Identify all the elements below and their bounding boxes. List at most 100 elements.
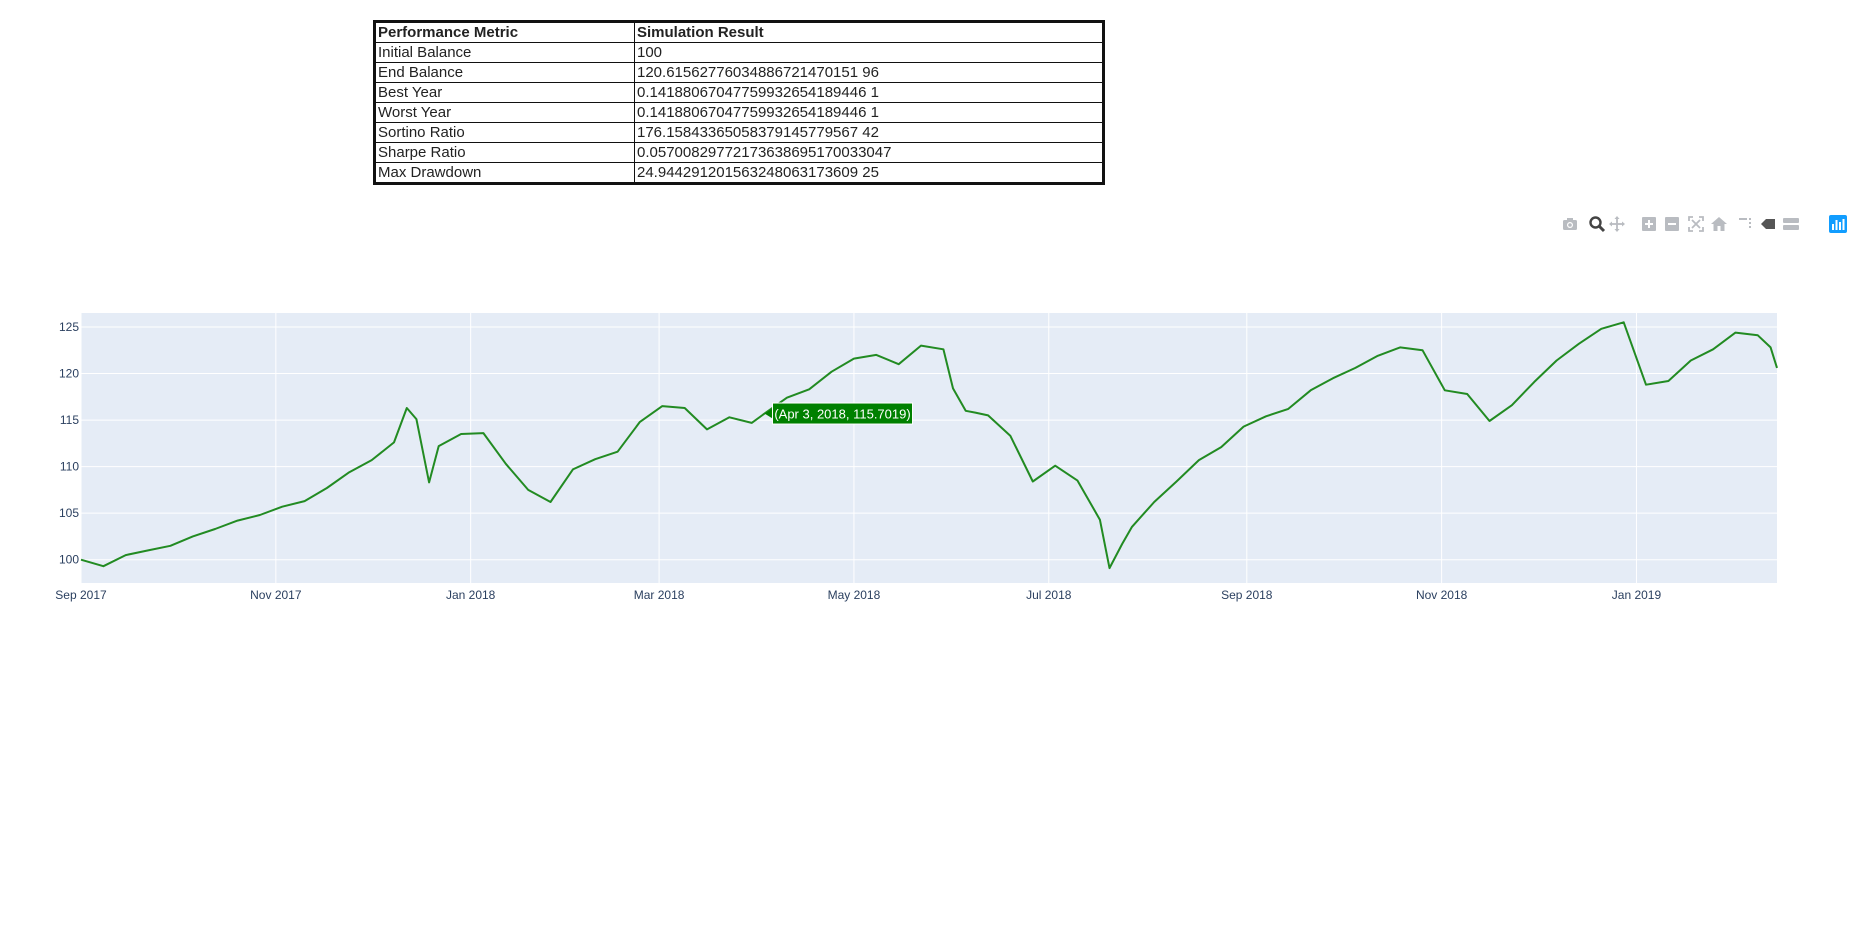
data-point[interactable] <box>503 461 508 466</box>
data-point[interactable] <box>1487 419 1492 424</box>
data-point[interactable] <box>1008 433 1013 438</box>
data-point[interactable] <box>481 431 486 436</box>
zoom-in-icon[interactable] <box>1640 215 1658 233</box>
camera-icon[interactable] <box>1561 215 1579 233</box>
hover-closest-icon[interactable] <box>1759 215 1777 233</box>
data-point[interactable] <box>919 343 924 348</box>
table-header-row: Performance Metric Simulation Result <box>374 21 1104 43</box>
data-point[interactable] <box>1688 358 1693 363</box>
data-point[interactable] <box>213 527 218 532</box>
data-point[interactable] <box>1308 388 1313 393</box>
data-point[interactable] <box>1442 388 1447 393</box>
data-point[interactable] <box>392 440 397 445</box>
data-point[interactable] <box>727 415 732 420</box>
data-point[interactable] <box>427 480 432 485</box>
data-point[interactable] <box>986 413 991 418</box>
series-line[interactable] <box>80 321 1778 570</box>
data-point[interactable] <box>1775 365 1780 370</box>
data-point[interactable] <box>1398 345 1403 350</box>
data-point[interactable] <box>1576 341 1581 346</box>
data-point[interactable] <box>1733 330 1738 335</box>
data-point[interactable] <box>548 500 553 505</box>
data-point[interactable] <box>1196 458 1201 463</box>
data-point[interactable] <box>347 470 352 475</box>
data-point[interactable] <box>682 405 687 410</box>
data-point[interactable] <box>570 467 575 472</box>
data-point[interactable] <box>1420 348 1425 353</box>
data-point[interactable] <box>1263 414 1268 419</box>
data-point[interactable] <box>1532 379 1537 384</box>
data-point[interactable] <box>1219 445 1224 450</box>
data-point[interactable] <box>190 534 195 539</box>
gridlines <box>80 313 1777 583</box>
data-point[interactable] <box>1711 347 1716 352</box>
data-point[interactable] <box>302 499 307 504</box>
data-point[interactable] <box>1599 326 1604 331</box>
data-point[interactable] <box>637 419 642 424</box>
data-point[interactable] <box>1621 320 1626 325</box>
pan-icon[interactable] <box>1608 215 1626 233</box>
autoscale-icon[interactable] <box>1687 215 1705 233</box>
data-point[interactable] <box>146 548 151 553</box>
data-point[interactable] <box>1075 478 1080 483</box>
data-point[interactable] <box>950 386 955 391</box>
data-point[interactable] <box>1509 403 1514 408</box>
data-point[interactable] <box>615 449 620 454</box>
data-point[interactable] <box>1375 353 1380 358</box>
data-point[interactable] <box>404 405 409 410</box>
data-point[interactable] <box>79 557 84 562</box>
data-point[interactable] <box>749 420 754 425</box>
data-point[interactable] <box>1331 376 1336 381</box>
plot-area[interactable] <box>81 313 1777 583</box>
data-point[interactable] <box>1286 406 1291 411</box>
data-point[interactable] <box>414 417 419 422</box>
data-point[interactable] <box>1644 382 1649 387</box>
zoom-out-icon[interactable] <box>1663 215 1681 233</box>
data-point[interactable] <box>1465 392 1470 397</box>
data-point[interactable] <box>1053 463 1058 468</box>
data-point[interactable] <box>1129 525 1134 530</box>
data-point[interactable] <box>123 553 128 558</box>
data-point[interactable] <box>235 518 240 523</box>
data-point[interactable] <box>1353 365 1358 370</box>
data-point[interactable] <box>593 457 598 462</box>
data-point[interactable] <box>369 458 374 463</box>
data-point[interactable] <box>1120 541 1125 546</box>
tooltip-pointer <box>764 408 773 419</box>
data-point[interactable] <box>436 444 441 449</box>
data-point[interactable] <box>1666 378 1671 383</box>
data-point[interactable] <box>1152 500 1157 505</box>
data-point[interactable] <box>101 564 106 569</box>
data-point[interactable] <box>1755 333 1760 338</box>
data-point[interactable] <box>526 487 531 492</box>
data-point[interactable] <box>1768 345 1773 350</box>
data-point[interactable] <box>851 356 856 361</box>
data-point[interactable] <box>1107 566 1112 571</box>
data-point[interactable] <box>459 432 464 437</box>
data-point[interactable] <box>257 513 262 518</box>
data-point[interactable] <box>705 427 710 432</box>
zoom-icon[interactable] <box>1588 215 1606 233</box>
data-point[interactable] <box>324 486 329 491</box>
data-point[interactable] <box>807 387 812 392</box>
data-point[interactable] <box>941 347 946 352</box>
spike-lines-icon[interactable] <box>1737 215 1755 233</box>
metric-name: Sharpe Ratio <box>374 142 635 163</box>
data-point[interactable] <box>1241 424 1246 429</box>
data-point[interactable] <box>973 410 978 415</box>
data-point[interactable] <box>660 404 665 409</box>
hover-compare-icon[interactable] <box>1782 215 1800 233</box>
data-point[interactable] <box>896 362 901 367</box>
data-point[interactable] <box>829 369 834 374</box>
data-point[interactable] <box>280 504 285 509</box>
data-point[interactable] <box>874 352 879 357</box>
data-point[interactable] <box>963 408 968 413</box>
data-point[interactable] <box>784 395 789 400</box>
data-point[interactable] <box>1097 517 1102 522</box>
data-point[interactable] <box>1174 479 1179 484</box>
home-icon[interactable] <box>1710 215 1728 233</box>
plotly-logo-icon[interactable] <box>1829 215 1847 233</box>
data-point[interactable] <box>1030 479 1035 484</box>
data-point[interactable] <box>1554 358 1559 363</box>
data-point[interactable] <box>168 543 173 548</box>
